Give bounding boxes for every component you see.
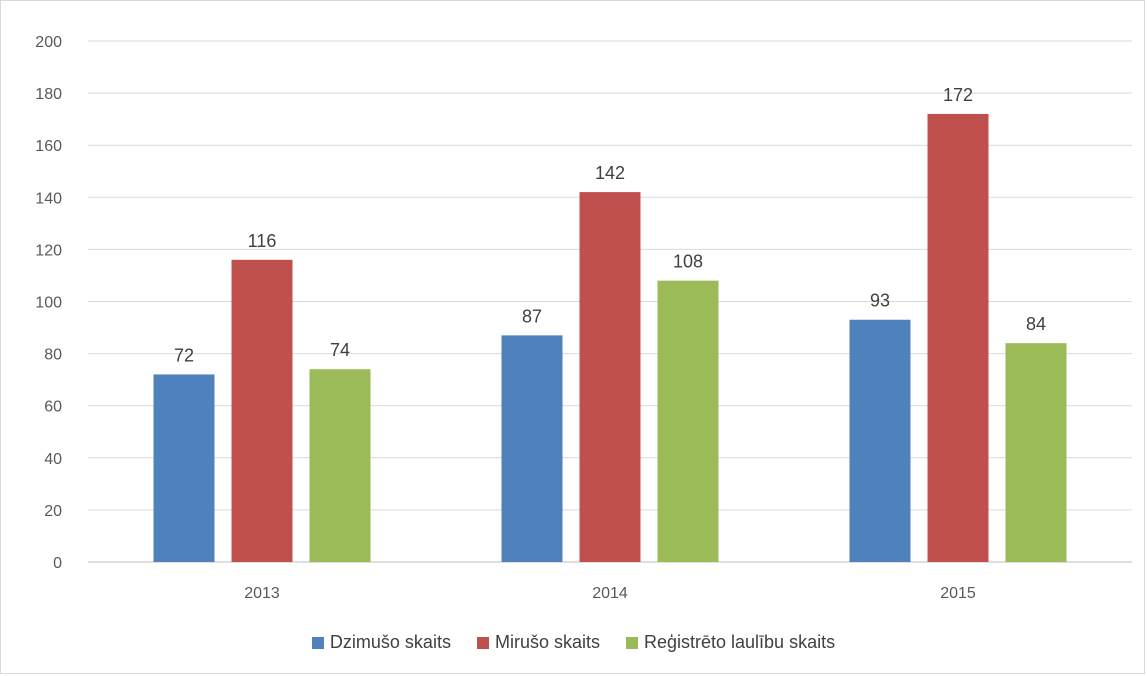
x-tick-label: 2013 — [244, 585, 280, 602]
data-label: 108 — [673, 252, 703, 272]
legend-label: Dzimušo skaits — [329, 632, 451, 652]
legend-label: Reģistrēto laulību skaits — [643, 632, 836, 652]
bar-2013-1 — [153, 374, 215, 562]
legend-item: Mirušo skaits — [476, 632, 600, 653]
y-tick-label: 60 — [44, 399, 62, 416]
bar-2013-2 — [231, 259, 293, 562]
data-label: 87 — [522, 306, 542, 326]
y-tick-label: 180 — [35, 86, 62, 103]
y-axis-ticks: 0 20 40 60 80 100 120 140 160 180 200 — [35, 34, 62, 572]
legend-item: Reģistrēto laulību skaits — [625, 632, 836, 653]
x-axis-ticks: 2013 2014 2015 — [244, 585, 976, 602]
legend-swatch — [311, 636, 324, 649]
x-tick-label: 2014 — [592, 585, 628, 602]
data-labels: 72 116 74 87 142 108 93 172 84 — [174, 85, 1046, 366]
bar-2015-2 — [927, 113, 989, 562]
data-label: 116 — [248, 231, 277, 251]
data-label: 72 — [174, 345, 194, 365]
bars — [153, 113, 1067, 562]
legend-label: Mirušo skaits — [494, 632, 600, 652]
y-tick-label: 80 — [44, 347, 62, 364]
legend-swatch — [476, 636, 489, 649]
bar-2014-2 — [579, 192, 641, 562]
y-tick-label: 200 — [35, 34, 62, 51]
y-tick-label: 20 — [44, 503, 62, 520]
y-tick-label: 40 — [44, 451, 62, 468]
legend-item: Dzimušo skaits — [311, 632, 451, 653]
bar-2014-1 — [501, 335, 563, 562]
bar-2015-3 — [1005, 343, 1067, 562]
y-tick-label: 160 — [35, 138, 62, 155]
data-label: 93 — [870, 291, 890, 311]
data-label: 84 — [1026, 314, 1046, 334]
bar-2015-1 — [849, 319, 911, 562]
data-label: 74 — [330, 340, 350, 360]
y-tick-label: 120 — [35, 242, 62, 259]
y-tick-label: 0 — [53, 555, 62, 572]
data-label: 172 — [943, 85, 973, 105]
x-tick-label: 2015 — [940, 585, 976, 602]
bar-2014-3 — [657, 280, 719, 562]
data-label: 142 — [595, 163, 625, 183]
legend: Dzimušo skaits Mirušo skaits Reģistrēto la… — [0, 632, 1147, 653]
y-tick-label: 100 — [35, 295, 62, 312]
y-tick-label: 140 — [35, 190, 62, 207]
bar-2013-3 — [309, 369, 371, 562]
legend-swatch — [625, 636, 638, 649]
